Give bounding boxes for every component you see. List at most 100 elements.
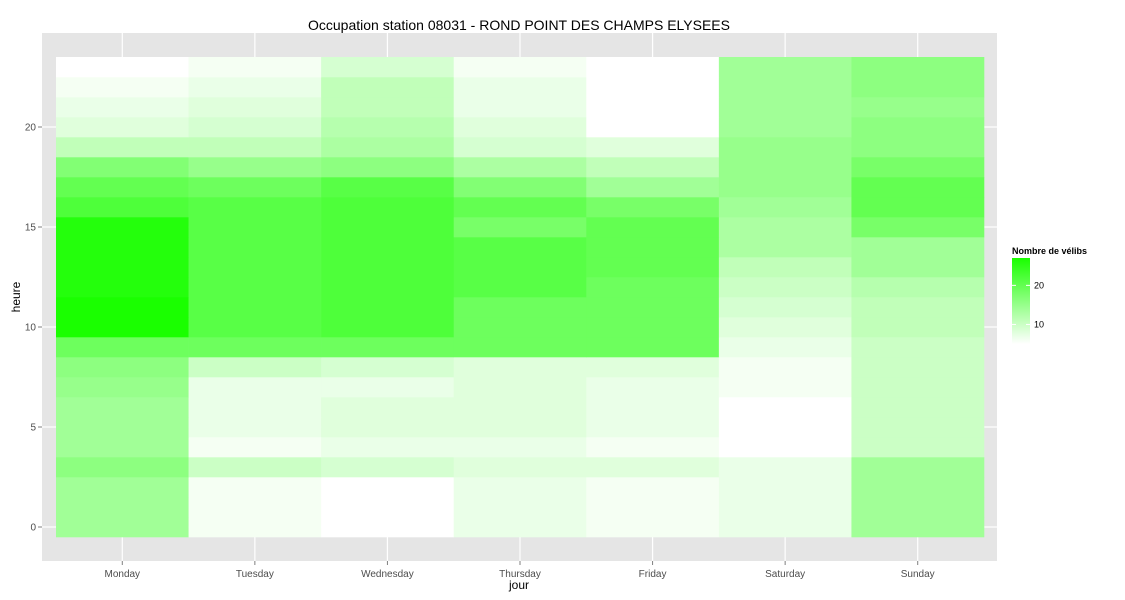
heatmap-cell bbox=[188, 357, 322, 378]
heatmap-cell bbox=[586, 237, 720, 258]
heatmap-cell bbox=[718, 477, 852, 498]
heatmap-cell bbox=[586, 97, 720, 118]
heatmap-cell bbox=[188, 77, 322, 98]
heatmap-cell bbox=[718, 517, 852, 538]
x-tick-label: Saturday bbox=[765, 569, 805, 580]
chart-title: Occupation station 08031 - ROND POINT DE… bbox=[308, 17, 730, 33]
heatmap-cell bbox=[321, 217, 455, 238]
heatmap-cell bbox=[586, 77, 720, 98]
heatmap-cell bbox=[188, 317, 322, 338]
heatmap-cell bbox=[718, 157, 852, 178]
heatmap-cell bbox=[718, 337, 852, 358]
heatmap-cell bbox=[453, 257, 587, 278]
heatmap-cell bbox=[851, 477, 985, 498]
heatmap-cell bbox=[586, 277, 720, 298]
heatmap-cell bbox=[56, 497, 189, 518]
heatmap-cell bbox=[321, 277, 455, 298]
heatmap-cell bbox=[453, 417, 587, 438]
heatmap-cell bbox=[851, 377, 985, 398]
heatmap-cell bbox=[321, 497, 455, 518]
heatmap-cell bbox=[453, 117, 587, 138]
heatmap-cell bbox=[188, 217, 322, 238]
heatmap-cell bbox=[586, 177, 720, 198]
heatmap-cell bbox=[188, 57, 322, 78]
heatmap-cell bbox=[718, 57, 852, 78]
heatmap-cell bbox=[453, 337, 587, 358]
heatmap-cell bbox=[56, 97, 189, 118]
heatmap-cell bbox=[718, 357, 852, 378]
heatmap-cell bbox=[453, 517, 587, 538]
legend-ticks: 10 20 bbox=[1012, 280, 1044, 329]
heatmap-cell bbox=[718, 317, 852, 338]
heatmap-cell bbox=[586, 157, 720, 178]
heatmap-cell bbox=[321, 437, 455, 458]
heatmap-cell bbox=[851, 337, 985, 358]
heatmap-cell bbox=[453, 137, 587, 158]
heatmap-cell bbox=[851, 317, 985, 338]
heatmap-cell bbox=[586, 417, 720, 438]
heatmap-cell bbox=[321, 197, 455, 218]
heatmap-cell bbox=[56, 257, 189, 278]
heatmap-cell bbox=[586, 117, 720, 138]
heatmap-cell bbox=[453, 57, 587, 78]
heatmap-cell bbox=[453, 197, 587, 218]
x-tick-label: Monday bbox=[104, 569, 140, 580]
y-tick-label: 15 bbox=[25, 223, 37, 234]
heatmap-cell bbox=[586, 437, 720, 458]
heatmap-cell bbox=[586, 297, 720, 318]
heatmap-cell bbox=[321, 257, 455, 278]
heatmap-cell bbox=[851, 297, 985, 318]
heatmap-cell bbox=[453, 317, 587, 338]
x-tick-label: Sunday bbox=[901, 569, 935, 580]
heatmap-cell bbox=[321, 157, 455, 178]
heatmap-cell bbox=[851, 197, 985, 218]
heatmap-cell bbox=[586, 497, 720, 518]
heatmap-cell bbox=[453, 457, 587, 478]
heatmap-cell bbox=[453, 157, 587, 178]
heatmap-cell bbox=[188, 337, 322, 358]
heatmap-cell bbox=[851, 497, 985, 518]
heatmap-cell bbox=[586, 377, 720, 398]
heatmap-cell bbox=[56, 297, 189, 318]
heatmap-cell bbox=[321, 177, 455, 198]
legend-tick-label: 20 bbox=[1034, 280, 1044, 290]
heatmap-cell bbox=[718, 237, 852, 258]
heatmap-cell bbox=[56, 517, 189, 538]
heatmap-cell bbox=[188, 197, 322, 218]
heatmap-cell bbox=[56, 277, 189, 298]
heatmap-cell bbox=[453, 477, 587, 498]
heatmap-cell bbox=[586, 517, 720, 538]
heatmap-cell bbox=[56, 437, 189, 458]
heatmap-cell bbox=[718, 457, 852, 478]
heatmap-cell bbox=[851, 157, 985, 178]
heatmap-cell bbox=[321, 317, 455, 338]
heatmap-cell bbox=[321, 337, 455, 358]
heatmap-cell bbox=[321, 417, 455, 438]
heatmap-cell bbox=[851, 237, 985, 258]
heatmap-cell bbox=[56, 177, 189, 198]
heatmap-cell bbox=[56, 477, 189, 498]
heatmap-cell bbox=[188, 257, 322, 278]
heatmap-cell bbox=[718, 397, 852, 418]
heatmap-cell bbox=[718, 417, 852, 438]
heatmap-cell bbox=[851, 277, 985, 298]
heatmap-cell bbox=[586, 397, 720, 418]
heatmap-cell bbox=[56, 137, 189, 158]
heatmap-cell bbox=[56, 417, 189, 438]
heatmap-cell bbox=[188, 497, 322, 518]
heatmap-cell bbox=[56, 317, 189, 338]
heatmap-cell bbox=[188, 97, 322, 118]
heatmap-cell bbox=[188, 397, 322, 418]
heatmap-cell bbox=[188, 237, 322, 258]
heatmap-cell bbox=[453, 277, 587, 298]
heatmap-cell bbox=[453, 297, 587, 318]
heatmap-cell bbox=[586, 197, 720, 218]
heatmap-cell bbox=[321, 517, 455, 538]
heatmap-cell bbox=[586, 337, 720, 358]
heatmap-cell bbox=[718, 177, 852, 198]
heatmap-cell bbox=[851, 217, 985, 238]
heatmap-cell bbox=[188, 457, 322, 478]
heatmap-cell bbox=[851, 57, 985, 78]
heatmap-cell bbox=[56, 397, 189, 418]
